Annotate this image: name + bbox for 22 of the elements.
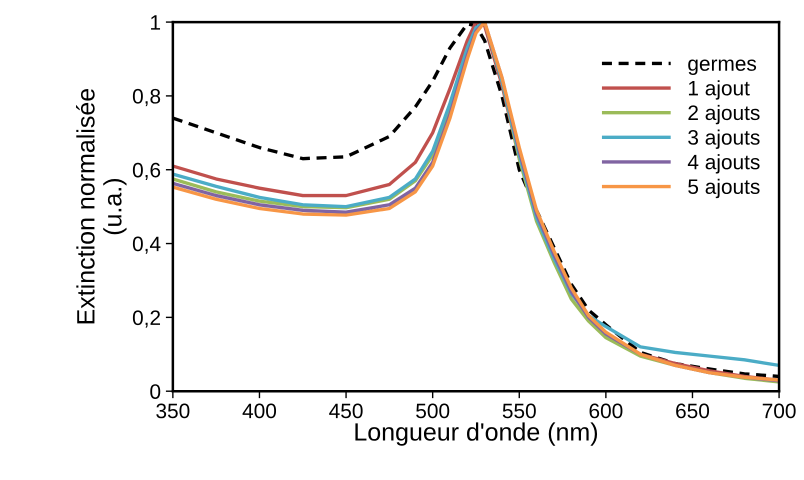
legend-label: 1 ajout	[688, 80, 750, 100]
x-tick-label: 450	[329, 404, 363, 418]
x-tick-label: 350	[156, 404, 190, 418]
y-tick-label: 0	[150, 384, 160, 399]
legend-label: germes	[688, 59, 756, 76]
x-tick-label: 400	[242, 404, 276, 418]
x-tick-label: 550	[502, 404, 536, 418]
legend-label: 3 ajouts	[688, 129, 760, 149]
x-tick-label: 600	[590, 404, 622, 418]
y-tick-label: 0,4	[132, 236, 160, 254]
x-tick-label: 650	[676, 404, 710, 418]
y-tick-label: 0,8	[132, 88, 160, 106]
y-tick-label: 0,2	[132, 310, 160, 328]
y-tick-label: 0,6	[132, 162, 160, 180]
legend-label: 5 ajouts	[688, 178, 760, 198]
y-axis-title: Extinction normalisée (u.a.)	[76, 88, 127, 324]
legend-label: 2 ajouts	[688, 104, 760, 124]
x-tick-label: 500	[416, 404, 450, 418]
x-axis-title: Longueur d'onde (nm)	[355, 422, 598, 446]
x-tick-label: 700	[762, 404, 796, 418]
legend-label: 4 ajouts	[688, 154, 760, 174]
y-tick-label: 1	[151, 15, 160, 30]
